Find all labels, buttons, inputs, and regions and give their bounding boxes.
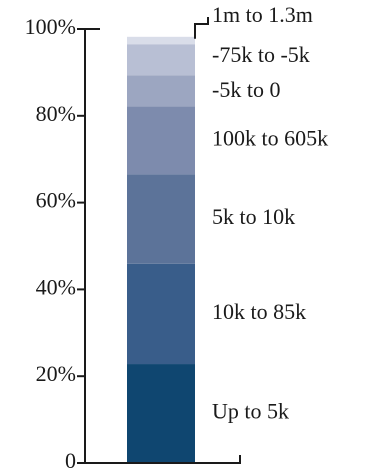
y-tick-label: 80% [36, 101, 76, 126]
bar-segment [127, 36, 195, 45]
segment-label: -5k to 0 [212, 77, 280, 102]
y-tick-label: 0 [65, 448, 76, 472]
y-tick-label: 20% [36, 361, 76, 386]
bar-segment [127, 364, 195, 463]
segment-label: 10k to 85k [212, 299, 306, 324]
y-tick-label: 60% [36, 188, 76, 213]
bar-segment [127, 174, 195, 264]
segment-label: 5k to 10k [212, 204, 295, 229]
bar-segments [127, 36, 195, 463]
bar-segment [127, 44, 195, 76]
segment-label: 100k to 605k [212, 125, 328, 150]
segment-label: 1m to 1.3m [212, 2, 313, 27]
axis-lines [84, 28, 241, 464]
bar-segment [127, 263, 195, 365]
top-segment-callout [194, 17, 209, 39]
y-tick-label: 100% [25, 14, 76, 39]
y-axis-ticks: 0 20% 40% 60% 80% 100% [25, 14, 85, 472]
segment-label: Up to 5k [212, 399, 289, 424]
bar-segment [127, 75, 195, 107]
bar-segment [127, 106, 195, 175]
segment-label: -75k to -5k [212, 42, 310, 67]
y-tick-label: 40% [36, 274, 76, 299]
segment-labels: Up to 5k 10k to 85k 5k to 10k 100k to 605k -… [212, 2, 328, 424]
